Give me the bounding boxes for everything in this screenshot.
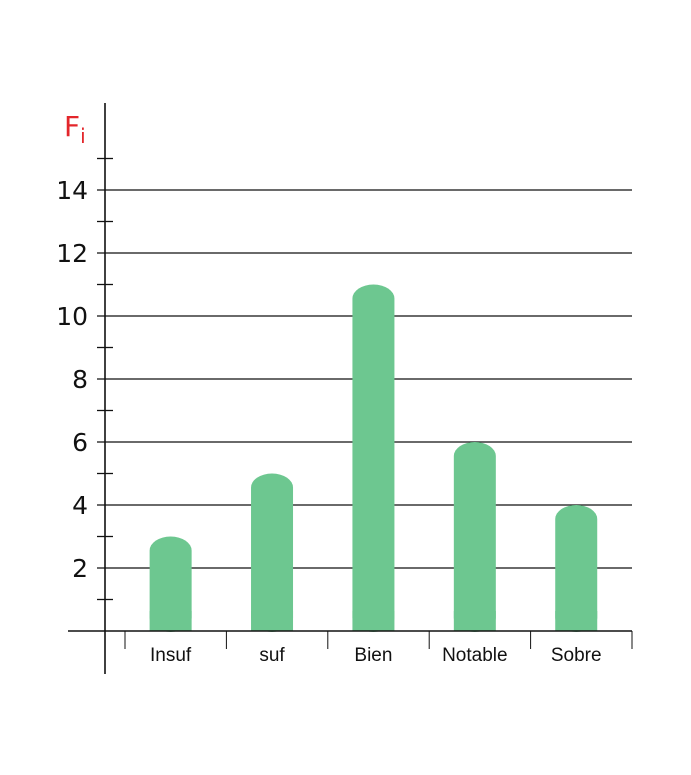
bar-notable bbox=[453, 442, 496, 632]
y-tick-label: 4 bbox=[72, 491, 88, 520]
bar-base-notable bbox=[453, 611, 496, 631]
bar-insuf bbox=[149, 536, 192, 632]
category-labels: Insuf suf Bien Notable Sobre bbox=[150, 645, 602, 666]
category-label: Notable bbox=[442, 645, 508, 666]
bar-base-sobre bbox=[555, 611, 598, 631]
y-tick-label: 6 bbox=[72, 428, 88, 457]
y-axis-label-sub: i bbox=[80, 124, 86, 148]
y-axis-label: Fi bbox=[64, 110, 86, 148]
y-tick-label: 10 bbox=[56, 302, 88, 331]
category-label: suf bbox=[259, 645, 285, 666]
bar-base-suf bbox=[251, 611, 294, 631]
y-ticks: 2 4 6 8 10 12 14 bbox=[56, 157, 113, 601]
category-label: Insuf bbox=[150, 645, 192, 666]
bar-bien bbox=[352, 284, 395, 632]
y-tick-label: 14 bbox=[56, 176, 88, 205]
x-ticks bbox=[124, 631, 633, 649]
y-tick-label: 8 bbox=[72, 365, 88, 394]
y-tick-label: 12 bbox=[56, 239, 88, 268]
bars bbox=[149, 284, 598, 632]
y-tick-label: 2 bbox=[72, 554, 88, 583]
bar-base-insuf bbox=[149, 611, 192, 631]
y-axis-label-main: F bbox=[64, 110, 80, 143]
bar-base-bien bbox=[352, 611, 395, 631]
category-label: Bien bbox=[354, 645, 392, 666]
bar-suf bbox=[251, 473, 294, 632]
bar-sobre bbox=[555, 505, 598, 632]
category-label: Sobre bbox=[551, 645, 602, 666]
axes bbox=[68, 103, 632, 674]
